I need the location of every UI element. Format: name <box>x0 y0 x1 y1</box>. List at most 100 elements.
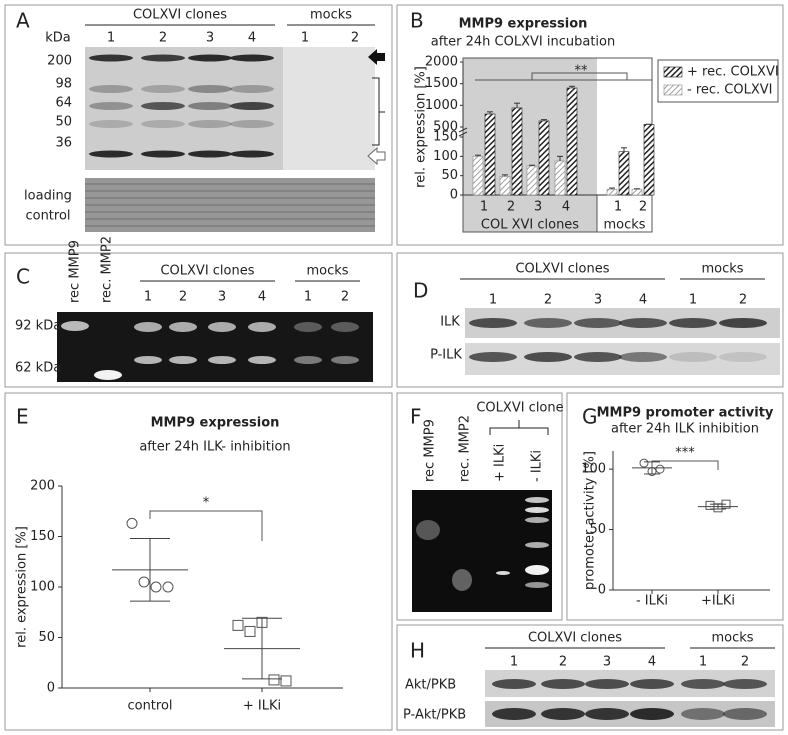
band <box>61 321 89 331</box>
significance-label: * <box>203 496 210 511</box>
lane-label: 3 <box>603 655 611 670</box>
bar <box>606 188 618 196</box>
data-point <box>268 674 280 686</box>
band <box>452 569 472 591</box>
band <box>574 352 622 362</box>
data-point <box>138 576 150 588</box>
bar <box>618 151 630 196</box>
bar <box>643 124 655 196</box>
y-tick-label: 1000 <box>425 98 458 113</box>
lane-label: 4 <box>639 293 647 308</box>
y-tick-label: 200 <box>30 479 55 494</box>
y-tick-label: 1500 <box>425 76 458 91</box>
band <box>469 318 517 328</box>
band <box>492 708 536 720</box>
band <box>496 571 510 575</box>
panel-letter: E <box>16 405 29 429</box>
band <box>525 542 549 548</box>
x-tick-label: + ILKi <box>243 699 281 714</box>
lane-label: 4 <box>258 290 266 305</box>
arrow <box>367 146 386 166</box>
axis-break <box>458 131 468 137</box>
significance-bracket <box>475 72 652 81</box>
group-label: COLXVI clones <box>160 264 254 279</box>
x-tick-label: 3 <box>534 200 542 215</box>
band <box>89 120 133 128</box>
band <box>574 318 622 328</box>
band <box>89 85 133 93</box>
lane-label: 2 <box>159 31 167 46</box>
band <box>525 565 549 575</box>
band <box>141 120 185 128</box>
panel-letter: F <box>410 405 422 429</box>
panel-letter: C <box>16 265 30 289</box>
standard-label: rec MMP9 <box>68 240 83 303</box>
group-label: COLXVI clones <box>528 631 622 646</box>
group-label: COLXVI clones <box>515 262 609 277</box>
panel-g-frame <box>566 392 784 621</box>
band <box>719 318 767 328</box>
x-tick-label: 1 <box>614 200 622 215</box>
panel-letter: G <box>582 405 598 429</box>
y-tick-label: 500 <box>433 120 458 135</box>
panel-letter: A <box>16 9 30 33</box>
band <box>681 708 725 720</box>
blot <box>283 47 375 170</box>
lane-label: 1 <box>144 290 152 305</box>
data-point <box>280 675 292 687</box>
lane-label: rec. MMP2 <box>458 415 473 482</box>
row-label: P-ILK <box>430 348 462 363</box>
y-tick-label: 150 <box>433 130 458 145</box>
band <box>525 582 549 588</box>
loading-label: control <box>25 209 70 224</box>
y-tick-label: 50 <box>38 630 55 645</box>
lane-label: 4 <box>648 655 656 670</box>
band <box>188 150 232 158</box>
significance-label: *** <box>675 446 695 461</box>
lane-label: 1 <box>510 655 518 670</box>
band <box>524 318 572 328</box>
band <box>141 85 185 93</box>
data-point <box>232 619 244 631</box>
marker-label: 50 <box>55 115 72 130</box>
y-axis-label: rel. expression [%] <box>414 66 429 188</box>
band <box>585 708 629 720</box>
marker-label: 64 <box>55 96 72 111</box>
band <box>416 520 440 540</box>
lane-label: 2 <box>741 655 749 670</box>
band <box>230 120 274 128</box>
band <box>719 352 767 362</box>
data-point <box>244 625 256 637</box>
lane-label: 1 <box>689 293 697 308</box>
y-tick-label: 150 <box>30 529 55 544</box>
panel-letter: D <box>413 279 428 303</box>
bracket <box>489 420 549 435</box>
band <box>630 708 674 720</box>
band <box>89 102 133 110</box>
row-label: ILK <box>440 315 460 330</box>
band <box>208 356 236 364</box>
y-tick-label: 50 <box>589 522 606 537</box>
band <box>141 102 185 110</box>
band <box>141 54 185 62</box>
band <box>208 322 236 332</box>
bar <box>526 165 538 196</box>
band <box>134 356 162 364</box>
y-tick-label: 100 <box>433 149 458 164</box>
lane-label: 2 <box>341 290 349 305</box>
group-label: mocks <box>310 8 352 23</box>
bar <box>499 176 511 196</box>
band <box>134 322 162 332</box>
group-label: COL XVI clones <box>481 218 579 233</box>
significance-bracket <box>149 510 263 541</box>
lane-label: 3 <box>594 293 602 308</box>
lane-label: rec MMP9 <box>423 419 438 482</box>
band <box>525 517 549 523</box>
y-tick-label: 0 <box>598 583 606 598</box>
lane-label: - ILKi <box>530 450 545 482</box>
band <box>230 102 274 110</box>
band <box>669 352 717 362</box>
data-point <box>126 517 138 529</box>
group-label: mocks <box>701 262 743 277</box>
